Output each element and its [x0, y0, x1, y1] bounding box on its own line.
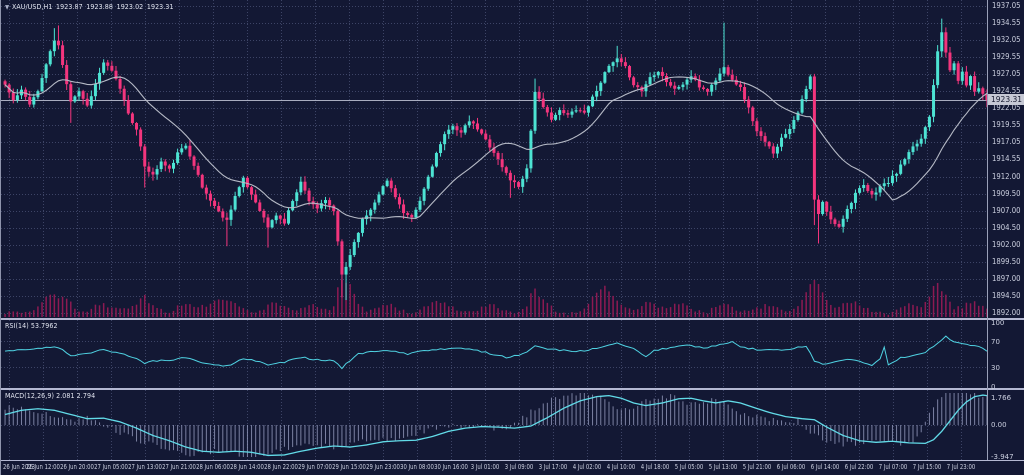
ohlc-low: 1923.02: [116, 3, 144, 11]
price-axis-label: 1917.05: [992, 137, 1021, 147]
price-axis-label: 1899.50: [992, 256, 1021, 266]
time-axis-label: 29 Jun 23:00: [366, 463, 400, 471]
time-axis-label: 29 Jun 15:00: [332, 463, 366, 471]
time-axis-label: 27 Jun 13:00: [128, 463, 162, 471]
rsi-scale-label: 70: [991, 338, 1000, 347]
time-axis-label: 3 Jul 17:00: [538, 463, 568, 471]
price-axis-label: 1894.50: [992, 290, 1021, 300]
time-axis[interactable]: 26 Jun 2023 26 Jun 12:00 26 Jun 20:00 27 Ju…: [1, 461, 1024, 475]
time-axis-label: 5 Jul 13:00: [708, 463, 738, 471]
time-axis-label: 4 Jul 18:00: [640, 463, 670, 471]
time-axis-label: 6 Jul 22:00: [844, 463, 874, 471]
panel-divider[interactable]: [1, 318, 1024, 320]
price-axis-label: 1909.50: [992, 188, 1021, 198]
price-axis-label: 1904.50: [992, 222, 1021, 232]
price-axis-label: 1927.05: [992, 69, 1021, 79]
time-axis-label: 27 Jun 05:00: [94, 463, 128, 471]
time-axis-label: 26 Jun 2023: [3, 463, 36, 471]
time-axis-label: 26 Jun 20:00: [60, 463, 94, 471]
price-axis-label: 1907.00: [992, 205, 1021, 215]
price-axis[interactable]: 1937.05 1934.55 1932.05 1929.55 1927.05 1924.…: [987, 0, 1024, 460]
time-axis-label: 28 Jun 06:00: [196, 463, 230, 471]
symbol-timeframe: XAU/USD,H1: [11, 3, 53, 11]
time-axis-label: 7 Jul 07:00: [878, 463, 908, 471]
macd-scale-label: 0.00: [991, 421, 1007, 429]
time-axis-label: 5 Jul 21:00: [742, 463, 772, 471]
symbol-marker-icon: ▼: [5, 4, 10, 11]
price-axis-label: 1912.00: [992, 171, 1021, 181]
time-axis-label: 29 Jun 07:00: [298, 463, 332, 471]
rsi-scale-label: 30: [991, 363, 1000, 372]
symbol-ohlc-label: ▼ XAU/USD,H1 1923.87 1923.88 1923.02 1923.31: [5, 3, 174, 11]
ohlc-open: 1923.87: [56, 3, 83, 11]
time-axis-label: 7 Jul 15:00: [912, 463, 942, 471]
time-axis-label: 6 Jul 06:00: [776, 463, 806, 471]
price-axis-label: 1892.00: [992, 308, 1021, 317]
macd-scale-label: -3.947: [991, 453, 1014, 461]
macd-indicator-label: MACD(12,26,9) 2.081 2.794: [5, 392, 96, 400]
time-axis-label: 26 Jun 12:00: [26, 463, 60, 471]
main-chart-canvas[interactable]: [1, 0, 987, 318]
time-axis-label: 3 Jul 09:00: [504, 463, 534, 471]
price-axis-label: 1897.00: [992, 273, 1021, 283]
price-axis-label: 1924.55: [992, 86, 1021, 96]
price-axis-label: 1929.55: [992, 52, 1021, 62]
current-price-tag: 1923.31: [988, 94, 1024, 105]
price-axis-label: 1922.05: [992, 103, 1021, 113]
price-axis-label: 1914.55: [992, 154, 1021, 164]
rsi-panel-canvas[interactable]: [1, 320, 987, 388]
ohlc-close: 1923.31: [146, 3, 174, 11]
time-axis-label: 30 Jun 16:00: [434, 463, 468, 471]
time-axis-label: 27 Jun 21:00: [162, 463, 196, 471]
time-axis-label: 30 Jun 08:00: [400, 463, 434, 471]
time-axis-label: 7 Jul 23:00: [946, 463, 976, 471]
panel-divider[interactable]: [1, 388, 1024, 390]
macd-panel-canvas[interactable]: [1, 390, 987, 460]
rsi-indicator-label: RSI(14) 53.7962: [5, 322, 58, 330]
time-axis-label: 4 Jul 10:00: [606, 463, 636, 471]
price-axis-label: 1934.55: [992, 18, 1021, 28]
time-axis-label: 3 Jul 01:00: [470, 463, 500, 471]
ohlc-high: 1923.88: [86, 3, 113, 11]
macd-scale-label: 1.766: [991, 394, 1012, 402]
price-axis-label: 1937.05: [992, 1, 1021, 10]
price-axis-label: 1902.00: [992, 239, 1021, 249]
price-axis-label: 1919.55: [992, 120, 1021, 130]
rsi-scale-label: 100: [991, 319, 1005, 327]
time-axis-border: [1, 460, 1024, 461]
time-axis-label: 28 Jun 22:00: [264, 463, 298, 471]
time-axis-label: 5 Jul 05:00: [674, 463, 704, 471]
time-axis-label: 4 Jul 02:00: [572, 463, 602, 471]
price-axis-label: 1932.05: [992, 35, 1021, 45]
time-axis-label: 28 Jun 14:00: [230, 463, 264, 471]
time-axis-label: 6 Jul 14:00: [810, 463, 840, 471]
rsi-scale-label: 0: [991, 383, 996, 391]
